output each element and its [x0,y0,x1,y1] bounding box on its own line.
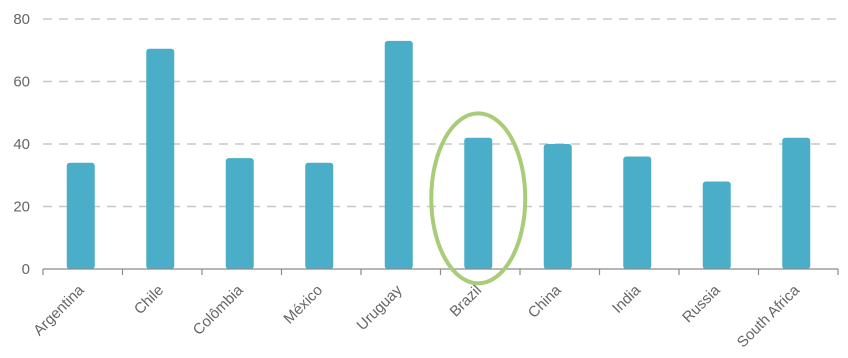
y-tick-label: 40 [13,136,30,153]
bar-russia [702,181,731,269]
axis-layer [42,268,839,275]
x-tick-label: Chile [131,282,167,318]
x-tick-label: Argentina [30,281,88,339]
bar-chile [146,48,175,269]
y-tick-label: 0 [22,261,30,278]
bar-uruguay [384,40,413,269]
x-tick-label: Colômbia [190,281,247,338]
bar-col-mbia [225,158,254,269]
x-tick-label: Russia [679,281,724,326]
bar-china [543,144,572,269]
highlight-layer [429,111,528,286]
x-tick-label: México [280,282,326,328]
x-tick-label: China [525,281,565,321]
bar-brazil [464,137,493,269]
x-tick-label: South Africa [734,281,804,351]
y-tick-label: 60 [13,74,30,91]
bar-india [623,156,652,269]
x-tick-label: Uruguay [353,281,405,333]
y-tick-label: 80 [13,11,30,28]
x-tick-label: India [609,281,644,316]
bar-m-xico [305,162,334,269]
bar-layer [66,40,811,269]
bar-argentina [66,162,95,269]
y-tick-label: 20 [13,199,30,216]
bar-south-africa [782,137,811,269]
highlight-ellipse [429,111,528,286]
x-tick-label: Brazil [447,282,486,321]
